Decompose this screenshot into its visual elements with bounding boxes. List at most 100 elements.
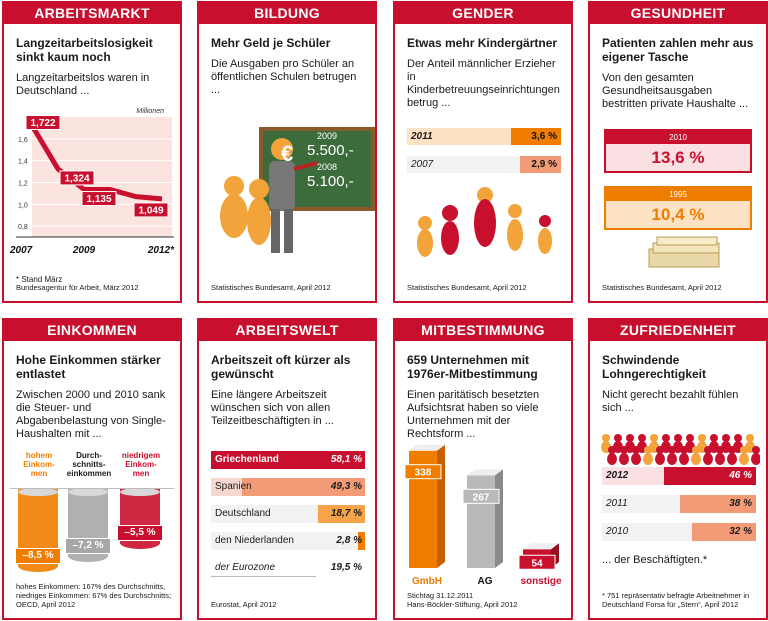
card-text: Eine längere Arbeitszeit wünschen sich v…: [211, 389, 334, 427]
person-head: [614, 434, 622, 442]
person-head: [602, 434, 610, 442]
person-head: [704, 446, 712, 454]
board-year-2009: 2009: [317, 131, 338, 141]
x-tick-label: 2009: [72, 245, 96, 256]
card-header: BILDUNG: [199, 3, 375, 24]
person-body: [667, 453, 677, 465]
bar-row: den Niederlanden 2,8 %: [211, 532, 365, 550]
source-date: Stichtag 31.12.2011: [407, 591, 474, 600]
bar-value: 38 %: [729, 498, 752, 509]
person-body: [703, 453, 713, 465]
person-head: [668, 446, 676, 454]
bar-value: 3,6 %: [531, 131, 557, 142]
card-text: Von den gesamten Gesundheitsausgaben bes…: [602, 72, 749, 110]
bar-category: den Niederlanden: [215, 535, 294, 546]
person-body: [739, 453, 749, 465]
euro-sign: €: [281, 141, 294, 166]
card-title: Mehr Geld je Schüler: [211, 36, 331, 50]
chart-area: [32, 117, 172, 237]
bar-category: Griechenland: [215, 454, 279, 465]
person-head: [656, 446, 664, 454]
bar-row: Spanien 49,3 %: [211, 478, 365, 496]
y-tick-label: 0,8: [18, 224, 28, 231]
bar-value: 267: [473, 492, 490, 503]
bar: [318, 505, 365, 523]
card-mitbestimmung: MITBESTIMMUNG 659 Unternehmen mit 1976er…: [393, 318, 573, 620]
person-head: [650, 434, 658, 442]
bar-row: 2011 38 %: [602, 495, 756, 513]
bar-row: der Eurozone 19,5 %: [211, 559, 365, 577]
zero-line: [10, 488, 174, 489]
column-header: Durch- schnitts- einkommen: [66, 451, 112, 478]
person-head: [686, 434, 694, 442]
column-value: –7,2 %: [65, 538, 111, 554]
source: Bundesagentur für Arbeit, März 2012: [16, 283, 139, 292]
card-title: Schwindende Lohngerechtigkeit: [602, 353, 707, 381]
box-year: 1995: [606, 188, 750, 201]
bar-category: Deutschland: [215, 508, 271, 519]
bar-row: 2012 46 %: [602, 467, 756, 485]
bar-value: 19,5 %: [330, 562, 362, 573]
bar-value-box: [462, 488, 500, 504]
column-top: [18, 488, 58, 496]
person-head: [698, 434, 706, 442]
teacher-illustration: [220, 127, 375, 253]
card-header: EINKOMMEN: [4, 320, 180, 341]
data-label: 1,135: [86, 194, 111, 205]
bar-side: [495, 469, 503, 568]
series-line: [29, 124, 163, 202]
card-text: Die Ausgaben pro Schüler an öffentlichen…: [211, 58, 357, 96]
person-head: [692, 446, 700, 454]
bar-value: 2,9 %: [531, 159, 557, 170]
bar-row: 2007 2,9 %: [407, 156, 561, 173]
money-stack-illustration: [648, 236, 720, 268]
card-arbeitswelt: ARBEITSWELT Arbeitszeit oft kürzer als g…: [197, 318, 377, 620]
card-header: ARBEITSWELT: [199, 320, 375, 341]
bar-value: 49,3 %: [330, 481, 362, 492]
person-head: [716, 446, 724, 454]
person-head: [752, 446, 760, 454]
card-text: Langzeitarbeitslos waren in Deutschland …: [16, 72, 150, 97]
bar-category: Spanien: [215, 481, 252, 492]
data-label-box: [133, 202, 169, 218]
card-header: ZUFRIEDENHEIT: [590, 320, 766, 341]
bar-value: 46 %: [729, 470, 752, 481]
box-value: 10,4 %: [651, 205, 705, 224]
card-title: Arbeitszeit oft kürzer als gewünscht: [211, 353, 351, 381]
source: Statistisches Bundesamt, April 2012: [602, 283, 722, 292]
y-tick-label: 1,6: [18, 137, 28, 144]
card-title: 659 Unternehmen mit 1976er-Mitbestimmung: [407, 353, 538, 381]
source: Stichtag 31.12.2011 Hans-Böckler-Stiftun…: [407, 591, 565, 609]
column-value: –8,5 %: [15, 548, 61, 565]
bar-top: [409, 444, 445, 451]
bar-category: 2011: [606, 498, 628, 509]
bar-category: sonstige: [520, 576, 562, 587]
card-text: Einen paritätisch besetzten Aufsichtsrat…: [407, 389, 540, 440]
bar-category: 2010: [606, 526, 629, 537]
y-axis-unit: Millionen: [136, 108, 164, 115]
y-tick-label: 1,4: [18, 159, 28, 166]
card-zufriedenheit: ZUFRIEDENHEIT Schwindende Lohngerechtigk…: [588, 318, 768, 620]
board-value-2008: 5.100,-: [307, 173, 354, 190]
person-body: [607, 453, 617, 465]
data-label: 1,049: [138, 205, 163, 216]
bar: [358, 532, 365, 550]
bar-category: 2011: [411, 131, 433, 142]
column-top: [68, 488, 108, 496]
card-header: ARBEITSMARKT: [4, 3, 180, 24]
data-label-box: [81, 191, 117, 207]
children-illustration: [417, 187, 552, 257]
bar-value: 54: [531, 558, 543, 569]
card-header: GESUNDHEIT: [590, 3, 766, 24]
data-label: 1,722: [30, 118, 55, 129]
y-tick-label: 1,0: [18, 202, 28, 209]
bar-value: 32 %: [729, 526, 752, 537]
bar: [520, 156, 561, 173]
person-head: [626, 434, 634, 442]
card-text: Zwischen 2000 und 2010 sank die Steuer- …: [16, 389, 166, 440]
x-tick-label: 2012*: [147, 245, 175, 256]
data-label-box: [59, 170, 95, 186]
bar-row: 2011 3,6 %: [407, 128, 561, 145]
bar-side: [437, 444, 445, 568]
line-chart: 0,8 1,0 1,2 1,4 1,6 Millionen 1,722 1,324 1,135…: [9, 108, 175, 256]
